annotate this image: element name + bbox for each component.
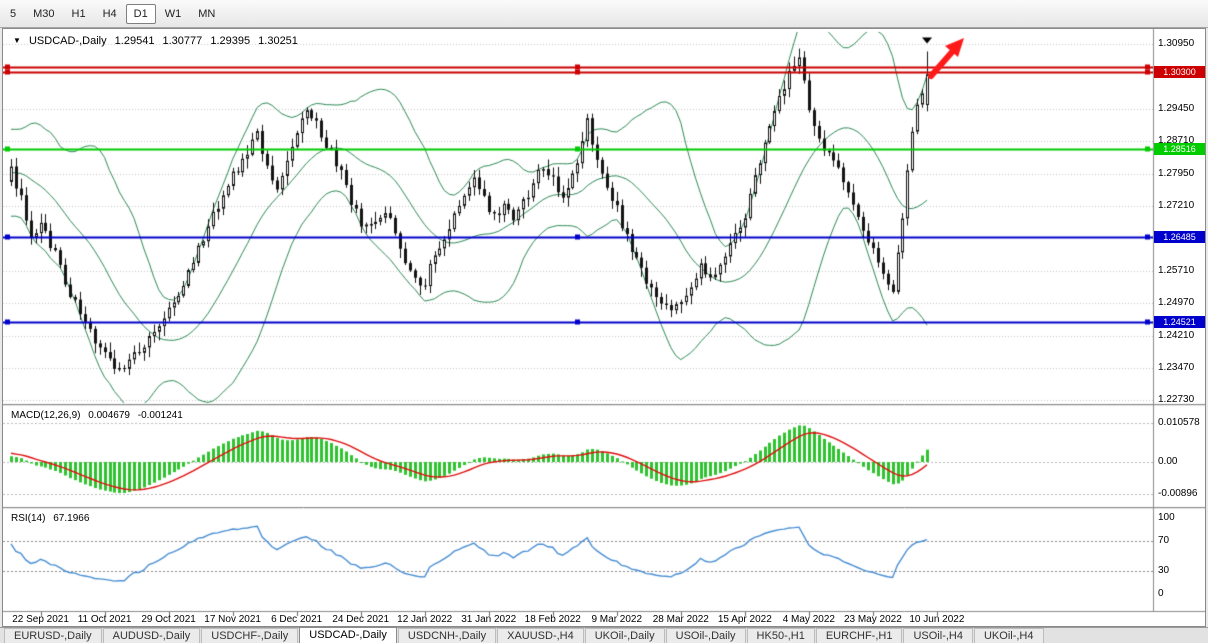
timeframe-button-h4[interactable]: H4 [102,7,117,20]
timeframe-toolbar: 5 M30 H1 H4 D1 W1 MN [0,0,1208,28]
chart-tab-usdchf-daily[interactable]: USDCHF-,Daily [201,628,299,643]
timeframe-button-5[interactable]: 5 [10,7,17,20]
chart-tab-ukoil-daily[interactable]: UKOil-,Daily [584,628,665,643]
chart-tab-usoil-h4[interactable]: USOil-,H4 [903,628,973,643]
timeframe-button-m30[interactable]: M30 [33,7,55,20]
chart-tab-audusd-daily[interactable]: AUDUSD-,Daily [102,628,201,643]
chart-tab-eurusd-daily[interactable]: EURUSD-,Daily [4,628,102,643]
chart-tab-xauusd-h4[interactable]: XAUUSD-,H4 [497,628,584,643]
chart-tabs-bar: EURUSD-,Daily AUDUSD-,Daily USDCHF-,Daily U… [0,627,1208,643]
chart-tab-ukoil-h4[interactable]: UKOil-,H4 [973,628,1044,643]
timeframe-button-d1[interactable]: D1 [125,3,156,24]
chart-tab-usdcad-daily[interactable]: USDCAD-,Daily [299,627,397,643]
chart-tab-eurchf-h1[interactable]: EURCHF-,H1 [815,628,903,643]
price-chart-canvas[interactable] [3,29,1205,626]
timeframe-button-mn[interactable]: MN [198,7,216,20]
chart-tab-usdcnh-daily[interactable]: USDCNH-,Daily [397,628,497,643]
chart-window: ▼ USDCAD-,Daily 1.29541 1.30777 1.29395 … [2,28,1206,627]
timeframe-button-w1[interactable]: W1 [164,7,182,20]
chart-tab-hk50-h1[interactable]: HK50-,H1 [746,628,815,643]
chart-tab-usoil-daily[interactable]: USOil-,Daily [665,628,746,643]
timeframe-button-h1[interactable]: H1 [71,7,86,20]
